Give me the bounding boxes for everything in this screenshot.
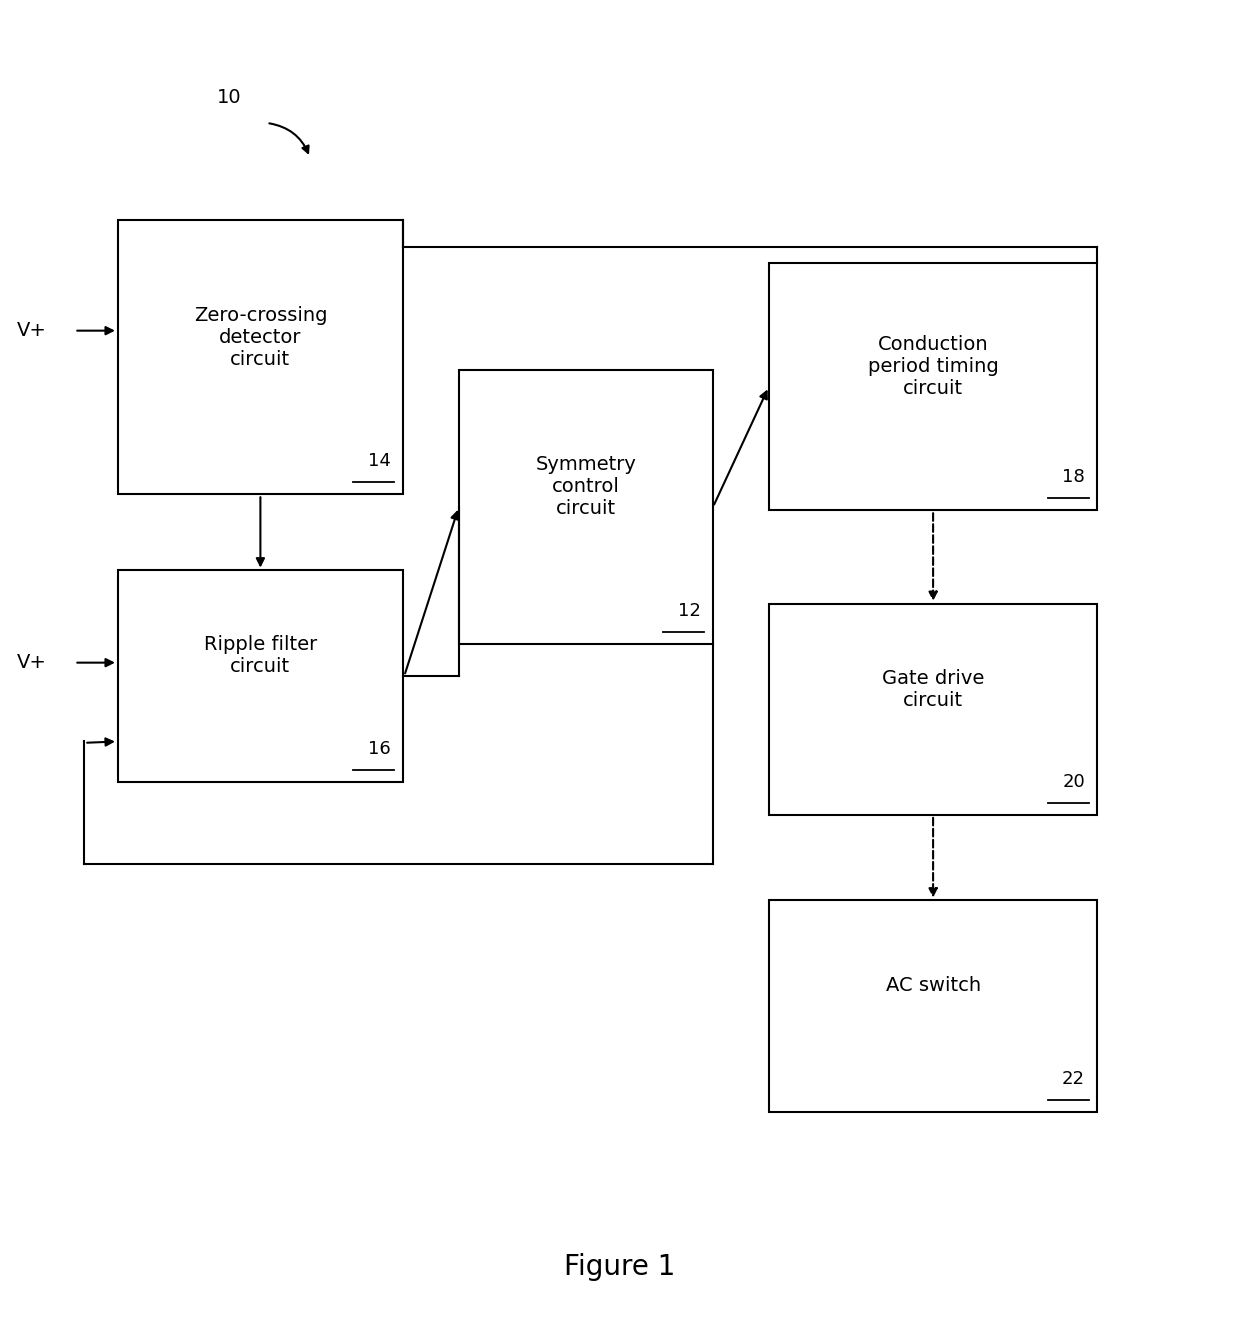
Text: Conduction
period timing
circuit: Conduction period timing circuit bbox=[868, 335, 998, 398]
Bar bbox=[118, 570, 403, 782]
Text: AC switch: AC switch bbox=[885, 977, 981, 995]
Bar bbox=[769, 900, 1097, 1112]
Text: 14: 14 bbox=[368, 453, 391, 470]
Text: Ripple filter
circuit: Ripple filter circuit bbox=[203, 636, 317, 676]
Text: Figure 1: Figure 1 bbox=[564, 1253, 676, 1280]
Text: 18: 18 bbox=[1063, 469, 1085, 486]
Text: V+: V+ bbox=[17, 653, 47, 672]
Text: Zero-crossing
detector
circuit: Zero-crossing detector circuit bbox=[193, 306, 327, 369]
Bar bbox=[118, 220, 403, 494]
Text: 22: 22 bbox=[1061, 1070, 1085, 1088]
Text: 20: 20 bbox=[1063, 774, 1085, 791]
Bar bbox=[459, 370, 713, 644]
Text: Gate drive
circuit: Gate drive circuit bbox=[882, 669, 985, 709]
Text: 12: 12 bbox=[678, 603, 701, 620]
Text: 16: 16 bbox=[368, 740, 391, 758]
Bar bbox=[769, 604, 1097, 815]
Text: V+: V+ bbox=[17, 321, 47, 341]
Text: 10: 10 bbox=[217, 88, 242, 107]
Bar bbox=[769, 263, 1097, 510]
Text: Symmetry
control
circuit: Symmetry control circuit bbox=[536, 456, 636, 518]
